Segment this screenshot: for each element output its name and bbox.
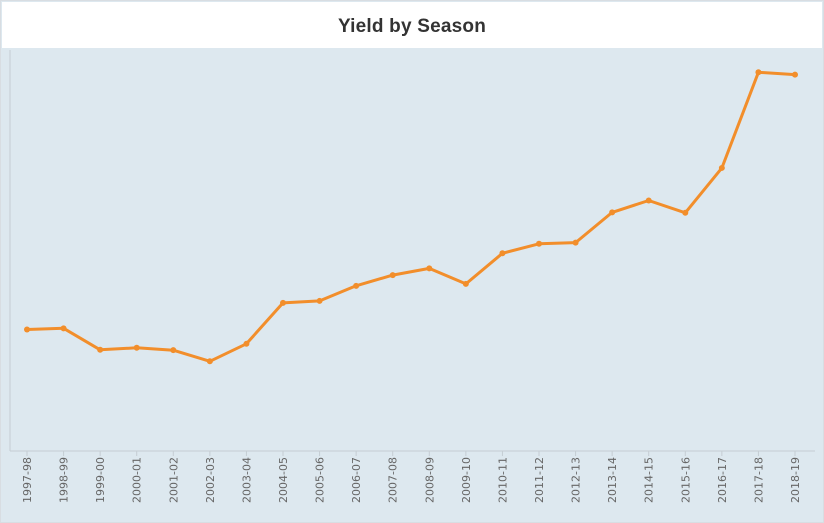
data-point bbox=[206, 358, 213, 365]
plot-area: 1997-98 1998-99 1999-00 2000-01 2001-02 2002-… bbox=[9, 48, 815, 518]
x-tick-label: 2004-05 bbox=[277, 457, 290, 503]
data-point bbox=[97, 346, 104, 353]
data-point bbox=[682, 209, 689, 216]
x-tick-label: 2013-14 bbox=[606, 457, 619, 503]
x-tick-label: 2003-04 bbox=[240, 457, 253, 503]
data-point bbox=[718, 164, 725, 171]
data-point bbox=[316, 297, 323, 304]
x-tick-label: 2000-01 bbox=[131, 457, 144, 503]
x-tick-label: 2010-11 bbox=[496, 457, 509, 503]
x-tick-label: 1998-99 bbox=[58, 457, 71, 503]
data-point bbox=[462, 280, 469, 287]
x-tick-label: 1997-98 bbox=[21, 457, 34, 503]
line-chart: 1997-98 1998-99 1999-00 2000-01 2001-02 2002-… bbox=[9, 50, 815, 503]
data-point bbox=[353, 282, 360, 289]
data-point bbox=[426, 265, 433, 272]
x-tick-label: 2018-19 bbox=[789, 457, 802, 503]
data-point bbox=[24, 326, 30, 333]
data-point bbox=[536, 240, 542, 247]
x-tick-label: 2012-13 bbox=[570, 457, 583, 503]
x-tick-label: 2014-15 bbox=[643, 457, 656, 503]
x-tick-label: 1999-00 bbox=[94, 457, 107, 503]
x-tick-label: 2011-12 bbox=[533, 457, 546, 503]
x-tick-label: 2006-07 bbox=[350, 457, 363, 503]
data-point bbox=[280, 299, 286, 306]
data-point bbox=[243, 340, 250, 347]
x-tick-label: 2007-08 bbox=[387, 457, 400, 503]
x-tick-label: 2009-10 bbox=[460, 457, 473, 503]
data-point bbox=[133, 344, 140, 351]
data-point bbox=[755, 69, 762, 76]
chart-title: Yield by Season bbox=[337, 16, 486, 37]
x-tick-label: 2008-09 bbox=[423, 457, 436, 503]
series-line bbox=[25, 70, 797, 363]
data-point bbox=[609, 209, 616, 216]
x-tick-label: 2001-02 bbox=[167, 457, 180, 503]
data-point bbox=[60, 325, 67, 332]
x-tick-label: 2002-03 bbox=[204, 457, 217, 503]
data-point bbox=[572, 239, 579, 246]
x-tick-label: 2017-18 bbox=[752, 457, 765, 503]
x-tick-label: 2015-16 bbox=[679, 457, 692, 503]
x-tick-label: 2016-17 bbox=[716, 457, 729, 503]
data-point bbox=[499, 250, 506, 257]
data-point bbox=[170, 347, 177, 354]
data-point bbox=[792, 71, 798, 78]
x-tick-label: 2005-06 bbox=[314, 457, 327, 503]
data-point bbox=[389, 272, 396, 279]
title-bar: Yield by Season bbox=[2, 2, 822, 48]
data-point bbox=[645, 197, 652, 204]
